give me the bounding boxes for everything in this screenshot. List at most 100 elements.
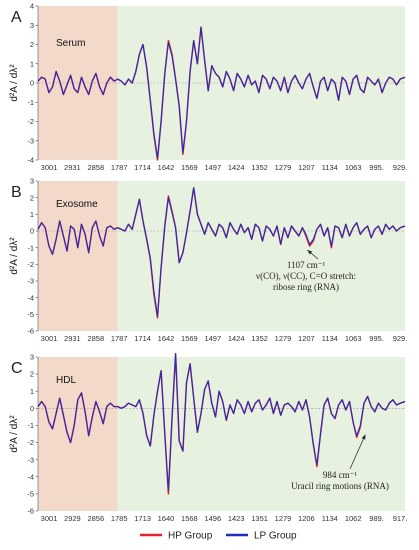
y-tick-label: 3 xyxy=(30,21,34,30)
x-tick-label: 1714 xyxy=(134,163,151,172)
x-tick-label: 2858 xyxy=(87,163,104,172)
x-tick-label: 1062 xyxy=(345,514,362,523)
y-tick-label: 4 xyxy=(30,2,34,11)
y-tick-label: -1 xyxy=(27,243,34,252)
y-tick-label: 3 xyxy=(30,353,34,362)
x-tick-label: 1134 xyxy=(322,163,338,172)
x-tick-label: 1497 xyxy=(204,334,221,343)
x-tick-label: 1207 xyxy=(298,163,315,172)
x-tick-label: 1497 xyxy=(204,163,221,172)
legend: HP Group LP Group xyxy=(140,531,297,542)
y-tick-label: -4 xyxy=(27,156,34,165)
sample-label: HDL xyxy=(56,375,76,386)
y-tick-label: -4 xyxy=(27,293,34,302)
sample-label: Exosome xyxy=(56,199,98,210)
x-tick-label: 1279 xyxy=(275,334,292,343)
x-tick-label: 2931 xyxy=(64,163,81,172)
y-tick-label: -3 xyxy=(27,277,34,286)
annotation-arrowhead xyxy=(361,434,366,440)
x-tick-label: 1279 xyxy=(275,514,292,523)
sample-label: Serum xyxy=(56,38,85,49)
x-tick-label: 1134 xyxy=(322,514,338,523)
panel-c: 3 2 1 0 -1 -2 -3 -4 -5 -6 3001 2929 2856 1785 1713 1640… xyxy=(9,353,407,523)
x-tick-label: 995. xyxy=(369,334,384,343)
x-tick-label: 1352 xyxy=(251,334,268,343)
annotation-text: ribose ring (RNA) xyxy=(273,282,339,292)
x-tick-label: 1569 xyxy=(181,334,198,343)
y-tick-label: -6 xyxy=(27,507,34,516)
annotation-arrow xyxy=(349,434,366,470)
panel-letter: A xyxy=(11,9,22,26)
y-tick-label: -2 xyxy=(27,117,34,126)
x-tick-label: 1787 xyxy=(111,163,128,172)
y-tick-label: -6 xyxy=(27,327,34,336)
x-tick-label: 995. xyxy=(369,163,384,172)
x-tick-label: 1496 xyxy=(204,514,221,523)
x-tick-label: 1207 xyxy=(298,334,315,343)
x-tick-label: 929. xyxy=(393,334,408,343)
panel-letter: B xyxy=(11,184,22,201)
x-tick-label: 1351 xyxy=(251,514,268,523)
x-tick-label: 3001 xyxy=(41,514,58,523)
y-tick-label: 0 xyxy=(30,79,34,88)
y-tick-label: 2 xyxy=(30,40,34,49)
x-tick-label: 2858 xyxy=(87,334,104,343)
x-tick-label: 2856 xyxy=(87,514,104,523)
x-tick-label: 1352 xyxy=(251,163,268,172)
x-tick-label: 1424 xyxy=(228,163,245,172)
y-tick-label: -5 xyxy=(27,489,34,498)
y-tick-label: 0 xyxy=(30,227,34,236)
x-tick-label: 1640 xyxy=(158,514,175,523)
y-tick-label: 2 xyxy=(30,370,34,379)
x-tick-label: 929. xyxy=(393,163,408,172)
region-green xyxy=(117,181,405,331)
y-tick-label: 3 xyxy=(30,177,34,186)
legend-label: HP Group xyxy=(168,531,213,542)
x-tick-label: 3001 xyxy=(41,334,58,343)
y-tick-label: -3 xyxy=(27,136,34,145)
x-tick-label: 1714 xyxy=(134,334,151,343)
x-tick-label: 2931 xyxy=(64,334,81,343)
x-tick-label: 3001 xyxy=(41,163,58,172)
x-tick-label: 1568 xyxy=(181,514,198,523)
y-tick-label: -5 xyxy=(27,310,34,319)
panel-a: 4 3 2 1 0 -1 -2 -3 -4 3001 2931 2858 1787 1714 1642 156… xyxy=(9,2,407,172)
series-line-lp xyxy=(37,26,406,159)
x-tick-label: 1063 xyxy=(345,163,362,172)
y-axis-label: d²A / dλ² xyxy=(9,415,20,453)
x-tick-label: 1279 xyxy=(275,163,292,172)
series-line-lp xyxy=(37,353,406,492)
y-tick-label: -4 xyxy=(27,472,34,481)
region-pink xyxy=(38,357,118,511)
annotation-arrowhead xyxy=(307,250,313,255)
panel-b: 3 2 1 0 -1 -2 -3 -4 -5 -6 3001 2931 2858 1787 1714 1642… xyxy=(9,177,407,343)
x-tick-label: 1206 xyxy=(298,514,315,523)
annotation-text: Uracil ring motions (RNA) xyxy=(291,481,389,491)
x-tick-label: 917. xyxy=(393,514,408,523)
y-tick-label: -3 xyxy=(27,455,34,464)
panel-letter: C xyxy=(11,360,23,377)
y-tick-label: 1 xyxy=(30,59,34,68)
x-tick-label: 1569 xyxy=(181,163,198,172)
y-tick-label: -2 xyxy=(27,260,34,269)
x-tick-label: 1424 xyxy=(228,334,245,343)
x-tick-label: 1785 xyxy=(111,514,128,523)
series-line-lp xyxy=(37,187,406,317)
x-tick-label: 1642 xyxy=(158,163,175,172)
annotation-text: ν(CO), ν(CC), C=O stretch: xyxy=(256,271,356,281)
y-axis-label: d²A / dλ² xyxy=(9,237,20,275)
y-tick-label: 0 xyxy=(30,404,34,413)
y-tick-label: 2 xyxy=(30,193,34,202)
x-tick-label: 1134 xyxy=(322,334,338,343)
region-pink xyxy=(38,181,118,331)
x-tick-label: 989. xyxy=(369,514,384,523)
y-tick-label: -1 xyxy=(27,98,34,107)
y-tick-label: -1 xyxy=(27,421,34,430)
x-tick-label: 1713 xyxy=(134,514,151,523)
x-tick-label: 2929 xyxy=(64,514,81,523)
annotation-text: 1107 cm⁻¹ xyxy=(287,260,326,270)
legend-label: LP Group xyxy=(254,531,297,542)
y-tick-label: 1 xyxy=(30,387,34,396)
y-tick-label: 1 xyxy=(30,210,34,219)
